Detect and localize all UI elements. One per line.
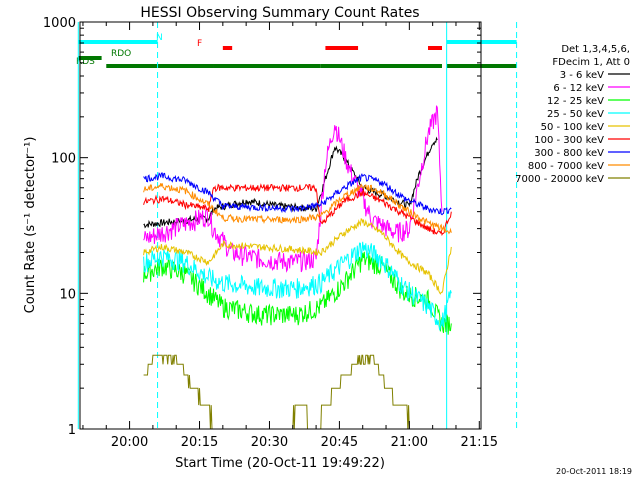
series-6-line [143,171,452,216]
series-1-line [143,105,443,273]
flag-bars: N F RDO RDS [76,33,517,68]
x-tick-label-5: 21:15 [461,435,498,450]
y-tick-label-2: 100 [51,152,76,167]
series-lines [143,105,452,430]
timestamp: 20-Oct-2011 18:19 [556,467,632,476]
legend-label-5: 100 - 300 keV [534,135,604,146]
legend-label-7: 800 - 7000 keV [528,161,604,172]
legend: Det 1,3,4,5,6, FDecim 1, Att 0 3 - 6 keV 6 … [515,44,630,185]
x-tick-label-2: 20:30 [251,435,288,450]
vertical-markers [77,22,518,429]
legend-label-2: 12 - 25 keV [547,96,604,107]
plot-frame [79,21,482,430]
flag-n-label: N [156,33,163,43]
legend-label-4: 50 - 100 keV [541,122,605,133]
series-7-line [143,183,452,235]
x-tick-label-3: 20:45 [321,435,358,450]
series-2-line [143,251,452,335]
series-5-line [143,183,452,237]
y-tick-label-1: 10 [59,287,76,302]
flag-rdo-label: RDO [111,49,131,59]
y-tick-label-0: 1 [68,423,76,438]
series-4-line [143,218,452,295]
legend-label-6: 300 - 800 keV [534,148,604,159]
legend-label-0: 3 - 6 keV [560,70,604,81]
y-tick-label-3: 1000 [43,16,76,31]
x-tick-label-4: 21:00 [391,435,428,450]
legend-label-8: 7000 - 20000 keV [515,174,604,185]
x-axis-ticks: 20:00 20:15 20:30 20:45 21:00 21:15 [82,22,498,450]
chart-title: HESSI Observing Summary Count Rates [140,5,419,21]
flag-f-label: F [197,39,202,49]
flag-rds-label: RDS [76,57,95,67]
x-axis-label: Start Time (20-Oct-11 19:49:22) [175,456,385,471]
legend-label-1: 6 - 12 keV [553,83,604,94]
y-axis-label: Count Rate (s⁻¹ detector⁻¹) [23,137,38,314]
legend-header-0: Det 1,3,4,5,6, [561,44,630,55]
x-tick-label-0: 20:00 [111,435,148,450]
x-tick-label-1: 20:15 [181,435,218,450]
legend-header-1: FDecim 1, Att 0 [552,57,630,68]
legend-label-3: 25 - 50 keV [547,109,604,120]
y-axis-ticks: 1 10 100 1000 [43,16,481,438]
series-3-line [143,241,452,331]
series-8-line [143,354,419,430]
